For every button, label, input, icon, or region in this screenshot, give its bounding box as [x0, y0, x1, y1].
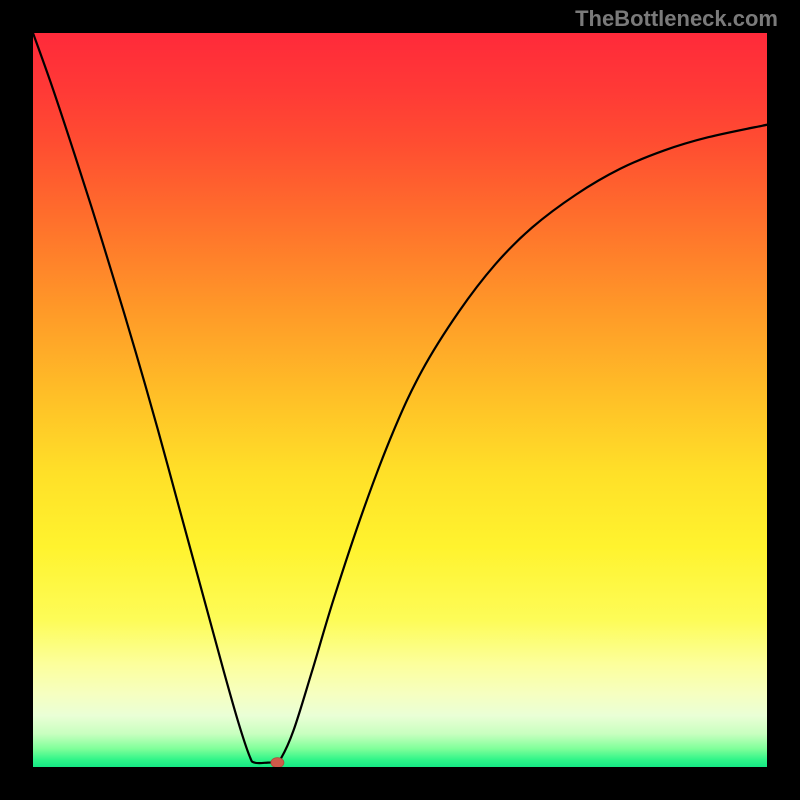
chart-frame: TheBottleneck.com — [0, 0, 800, 800]
bottleneck-point-marker — [271, 758, 284, 768]
chart-svg — [0, 0, 800, 800]
border-right — [767, 0, 800, 800]
border-left — [0, 0, 33, 800]
plot-area — [33, 33, 767, 767]
border-bottom — [0, 767, 800, 800]
watermark-text: TheBottleneck.com — [575, 6, 778, 32]
